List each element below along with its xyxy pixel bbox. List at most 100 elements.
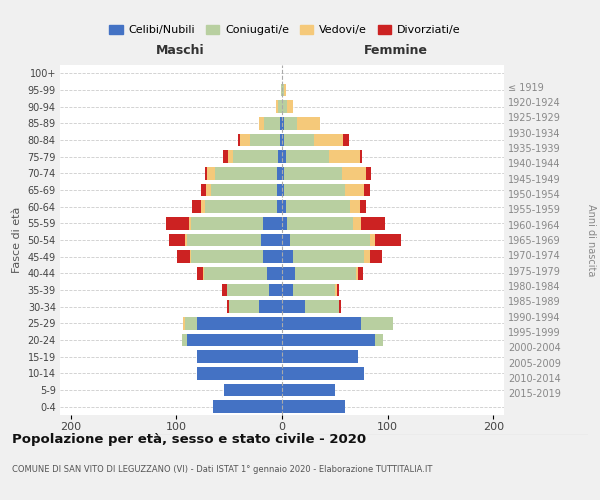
Bar: [222, 284, 227, 296]
Bar: [346, 184, 364, 196]
Bar: [227, 284, 269, 296]
Bar: [185, 317, 197, 330]
Bar: [287, 100, 293, 113]
Bar: [282, 284, 293, 296]
Bar: [282, 117, 284, 130]
Bar: [259, 300, 282, 313]
Bar: [275, 100, 278, 113]
Bar: [282, 100, 287, 113]
Bar: [178, 250, 190, 263]
Bar: [233, 150, 278, 163]
Bar: [343, 134, 349, 146]
Bar: [282, 200, 286, 213]
Bar: [370, 250, 382, 263]
Bar: [200, 200, 205, 213]
Bar: [264, 117, 280, 130]
Bar: [286, 200, 350, 213]
Bar: [282, 267, 295, 280]
Bar: [228, 150, 233, 163]
Bar: [282, 250, 293, 263]
Bar: [269, 284, 282, 296]
Bar: [282, 234, 290, 246]
Bar: [282, 184, 284, 196]
Bar: [223, 150, 228, 163]
Bar: [282, 167, 284, 179]
Bar: [360, 200, 365, 213]
Bar: [263, 250, 282, 263]
Bar: [282, 300, 305, 313]
Bar: [240, 134, 250, 146]
Bar: [282, 150, 286, 163]
Bar: [280, 117, 282, 130]
Bar: [182, 317, 185, 330]
Y-axis label: Fasce di età: Fasce di età: [12, 207, 22, 273]
Bar: [284, 117, 297, 130]
Bar: [287, 217, 353, 230]
Text: Femmine: Femmine: [364, 44, 428, 58]
Bar: [197, 317, 282, 330]
Bar: [166, 217, 189, 230]
Bar: [281, 84, 282, 96]
Bar: [187, 334, 282, 346]
Bar: [293, 284, 335, 296]
Bar: [169, 234, 185, 246]
Bar: [211, 184, 277, 196]
Bar: [197, 267, 203, 280]
Bar: [189, 217, 191, 230]
Bar: [267, 267, 282, 280]
Bar: [284, 134, 314, 146]
Bar: [293, 250, 364, 263]
Bar: [207, 167, 215, 179]
Bar: [277, 200, 282, 213]
Bar: [358, 267, 364, 280]
Bar: [353, 217, 361, 230]
Bar: [277, 184, 282, 196]
Bar: [261, 234, 282, 246]
Bar: [250, 134, 280, 146]
Bar: [360, 150, 362, 163]
Bar: [356, 267, 358, 280]
Bar: [259, 117, 264, 130]
Bar: [191, 217, 263, 230]
Bar: [370, 234, 375, 246]
Bar: [278, 100, 282, 113]
Bar: [342, 167, 365, 179]
Bar: [365, 167, 371, 179]
Bar: [361, 217, 385, 230]
Bar: [200, 184, 206, 196]
Bar: [197, 367, 282, 380]
Text: Popolazione per età, sesso e stato civile - 2020: Popolazione per età, sesso e stato civil…: [12, 432, 366, 446]
Bar: [364, 250, 370, 263]
Bar: [282, 400, 346, 413]
Legend: Celibi/Nubili, Coniugati/e, Vedovi/e, Divorziati/e: Celibi/Nubili, Coniugati/e, Vedovi/e, Di…: [105, 20, 465, 40]
Bar: [204, 267, 267, 280]
Bar: [375, 234, 401, 246]
Bar: [197, 350, 282, 363]
Bar: [295, 267, 356, 280]
Bar: [284, 84, 286, 96]
Bar: [335, 284, 337, 296]
Bar: [375, 334, 383, 346]
Bar: [182, 334, 187, 346]
Bar: [205, 200, 277, 213]
Bar: [339, 300, 341, 313]
Bar: [227, 300, 229, 313]
Bar: [282, 350, 358, 363]
Bar: [187, 234, 261, 246]
Bar: [350, 200, 360, 213]
Bar: [361, 317, 393, 330]
Bar: [314, 134, 343, 146]
Bar: [238, 134, 240, 146]
Bar: [282, 217, 287, 230]
Bar: [203, 267, 204, 280]
Bar: [190, 250, 191, 263]
Bar: [282, 384, 335, 396]
Text: Anni di nascita: Anni di nascita: [586, 204, 596, 276]
Bar: [284, 167, 342, 179]
Text: Maschi: Maschi: [155, 44, 205, 58]
Bar: [290, 234, 370, 246]
Bar: [263, 217, 282, 230]
Bar: [329, 150, 360, 163]
Bar: [206, 184, 211, 196]
Bar: [282, 317, 361, 330]
